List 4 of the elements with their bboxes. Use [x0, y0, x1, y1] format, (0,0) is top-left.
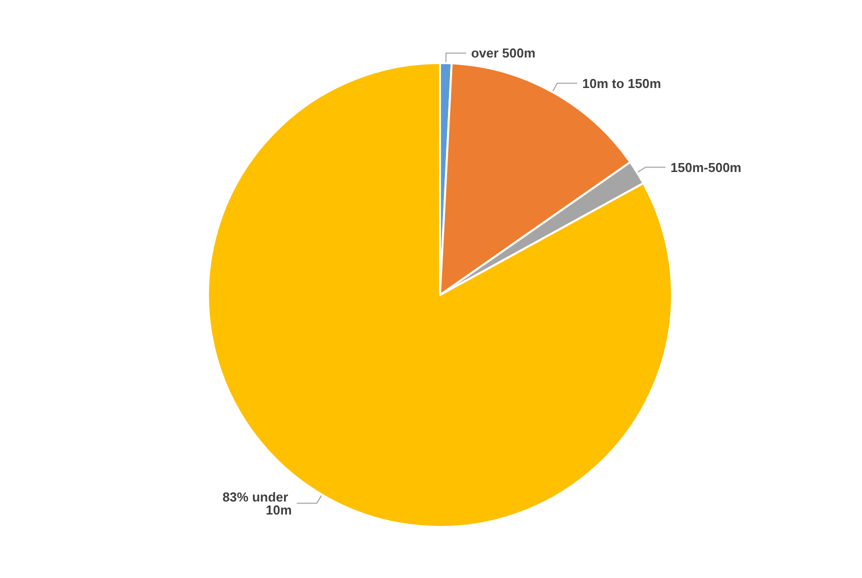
slice-label: 83% under 10m: [222, 489, 292, 518]
slice-label: over 500m: [471, 46, 536, 61]
slice-label: 150m-500m: [670, 160, 742, 175]
slice-label: 10m to 150m: [582, 76, 662, 91]
